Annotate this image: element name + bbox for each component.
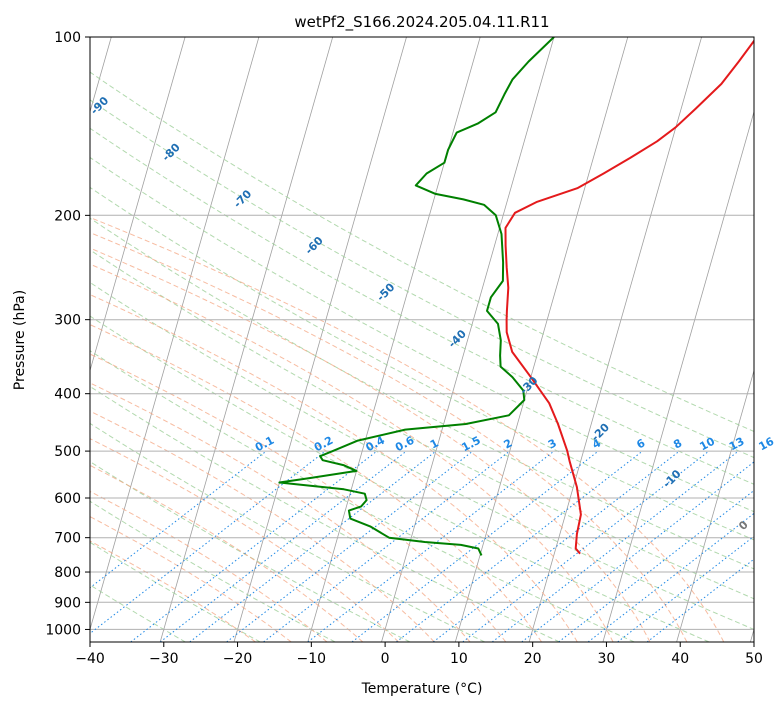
y-tick-label: 100	[54, 30, 81, 46]
x-tick-label: 0	[381, 651, 390, 667]
moist-adiabat-line	[90, 516, 292, 642]
moist-adiabat-line	[90, 263, 614, 642]
isotherm-line	[233, 37, 407, 642]
y-tick-label: 500	[54, 444, 81, 460]
moist-adiabat-line	[90, 464, 364, 642]
dry-adiabat-line	[90, 156, 754, 513]
y-tick-label: 400	[54, 387, 81, 403]
dry-adiabat-line	[90, 186, 754, 541]
y-tick-label: 200	[54, 208, 81, 224]
mixing-ratio-label: 13	[727, 435, 747, 454]
moist-adiabat-line	[90, 353, 507, 642]
mixing-ratio-line	[189, 450, 437, 642]
mixing-ratio-line	[351, 450, 599, 642]
dry-adiabat-label: -80	[160, 140, 183, 163]
moist-adiabat-line	[90, 540, 256, 642]
dry-adiabat-line	[90, 99, 754, 459]
x-tick-label: 20	[524, 651, 542, 667]
y-tick-label: 1000	[45, 622, 81, 638]
mixing-ratio-label: 8	[671, 436, 684, 451]
pressure-gridlines	[90, 37, 754, 630]
dry-adiabat-line	[90, 217, 754, 570]
x-axis-label: Temperature (°C)	[361, 681, 483, 697]
dry-adiabat-line	[90, 500, 336, 642]
mixing-ratio-line	[395, 450, 643, 642]
y-tick-label: 600	[54, 491, 81, 507]
plot-frame	[89, 36, 755, 643]
moist-adiabat-line	[90, 382, 471, 642]
isotherm-line	[90, 37, 186, 372]
mixing-ratio-label: 3	[546, 436, 559, 451]
temperature-profile-line	[504, 39, 754, 555]
isotherm-line	[454, 37, 629, 642]
mixing-ratio-line	[617, 535, 754, 642]
dry-adiabat-line	[90, 541, 261, 642]
dry-adiabat-label: -70	[231, 187, 254, 210]
dry-adiabat-label: -90	[88, 94, 111, 117]
y-axis: 100 200 300 400 500 600 700 800 900 1000	[45, 30, 90, 638]
dry-adiabat-line	[90, 281, 754, 630]
moist-adiabat-line	[90, 232, 688, 642]
dry-adiabat-line	[90, 422, 485, 642]
y-tick-label: 800	[54, 565, 81, 581]
x-tick-label: −30	[149, 651, 179, 667]
dry-adiabat-line	[90, 385, 560, 642]
isotherm-line	[676, 369, 754, 642]
x-tick-label: −40	[75, 651, 105, 667]
dry-adiabat-label: 0	[736, 518, 751, 533]
dry-adiabat-line	[90, 127, 754, 485]
y-axis-label: Pressure (hPa)	[12, 290, 28, 390]
mixing-ratio-line	[521, 461, 754, 642]
dry-adiabat-line	[90, 584, 186, 642]
isotherm-line	[90, 37, 260, 631]
moist-adiabat-line	[90, 438, 399, 642]
x-axis: −40 −30 −20 −10 0 10 20 30 40 50	[75, 642, 763, 667]
chart-title: wetPf2_S166.2024.205.04.11.R11	[294, 13, 549, 32]
background-lines	[90, 37, 754, 642]
dewpoint-profile-line	[278, 37, 555, 556]
dry-adiabat-label: -10	[660, 467, 683, 490]
moist-adiabat-line	[90, 324, 543, 642]
x-tick-label: 10	[450, 651, 468, 667]
isotherm-line	[602, 110, 754, 642]
isotherm-line	[159, 37, 334, 642]
mixing-ratio-label: 10	[697, 435, 717, 454]
x-tick-label: −20	[223, 651, 253, 667]
y-tick-label: 700	[54, 531, 81, 547]
x-tick-label: 30	[598, 651, 616, 667]
y-tick-label: 300	[54, 313, 81, 329]
x-tick-label: 40	[671, 651, 689, 667]
x-tick-label: 50	[745, 651, 763, 667]
dry-adiabat-line	[90, 350, 635, 642]
moist-adiabat-line	[90, 216, 725, 642]
mixing-ratio-label: 6	[634, 436, 647, 451]
x-tick-label: −10	[297, 651, 327, 667]
mixing-ratio-label: 16	[757, 435, 775, 454]
profile-series	[278, 37, 754, 556]
isotherm-line	[528, 37, 702, 642]
mixing-ratio-line	[226, 450, 474, 642]
mixing-ratio-line	[90, 450, 326, 635]
dry-adiabat-label: -60	[303, 234, 326, 257]
dry-adiabat-line	[90, 315, 710, 642]
y-tick-label: 900	[54, 595, 81, 611]
moist-adiabat-line	[90, 247, 651, 642]
moist-adiabat-line	[90, 410, 435, 642]
dry-adiabat-line	[90, 461, 411, 642]
moist-adiabat-line	[90, 294, 578, 642]
mixing-ratio-line	[159, 450, 407, 642]
